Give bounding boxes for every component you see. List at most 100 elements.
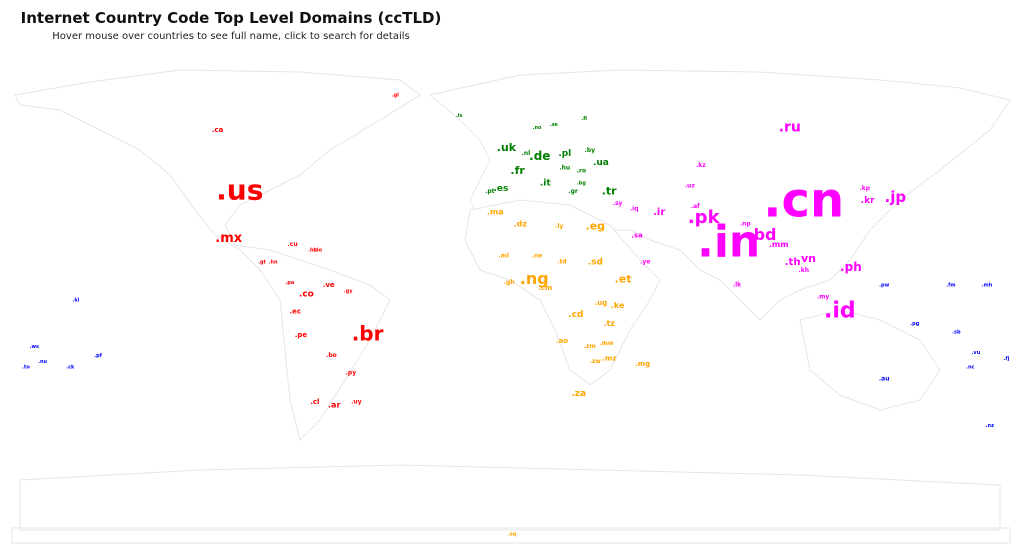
tld-label-mg[interactable]: .mg (635, 360, 650, 368)
tld-label-pg[interactable]: .pg (910, 321, 919, 327)
tld-label-ca[interactable]: .ca (212, 126, 224, 134)
tld-label-is[interactable]: .is (456, 113, 463, 119)
tld-label-fj[interactable]: .fj (1004, 356, 1010, 362)
tld-label-gy[interactable]: .gy (344, 289, 353, 295)
tld-label-pw[interactable]: .pw (879, 283, 889, 289)
tld-label-lk[interactable]: .lk (733, 282, 742, 289)
tld-label-bg[interactable]: .bg (577, 180, 586, 186)
tld-label-cm[interactable]: .cm (538, 284, 552, 292)
tld-label-ua[interactable]: .ua (593, 158, 609, 168)
tld-label-sy[interactable]: .sy (613, 200, 623, 207)
tld-label-mw[interactable]: .mw (599, 340, 614, 347)
tld-label-bd[interactable]: .bd (748, 225, 777, 244)
tld-label-co[interactable]: .co (299, 290, 314, 300)
tld-label-kz[interactable]: .kz (696, 162, 706, 169)
tld-label-uz[interactable]: .uz (685, 182, 696, 189)
tld-label-mh[interactable]: .mh (982, 283, 993, 289)
tld-label-nl[interactable]: .nl (522, 150, 531, 157)
tld-label-ph[interactable]: .ph (840, 260, 862, 274)
tld-label-sd[interactable]: .sd (588, 257, 603, 267)
tld-label-uk[interactable]: .uk (497, 141, 517, 154)
tld-label-ao[interactable]: .ao (556, 337, 568, 345)
tld-label-fm[interactable]: .fm (946, 283, 955, 289)
tld-label-pl[interactable]: .pl (558, 149, 571, 159)
tld-label-nc[interactable]: .nc (966, 365, 974, 371)
tld-label-ar[interactable]: .ar (328, 401, 340, 410)
tld-label-vn[interactable]: .vn (797, 252, 816, 265)
tld-label-tr[interactable]: .tr (602, 185, 617, 198)
tld-label-ki[interactable]: .ki (72, 297, 79, 303)
tld-label-br[interactable]: .br (352, 321, 384, 345)
tld-label-ml[interactable]: .ml (498, 253, 509, 260)
tld-label-af[interactable]: .af (691, 203, 700, 210)
tld-label-by[interactable]: .by (585, 147, 596, 154)
tld-label-to[interactable]: .to (22, 365, 30, 371)
tld-label-bo[interactable]: .bo (326, 352, 337, 359)
tld-label-ws[interactable]: .ws (29, 344, 39, 350)
tld-label-ug[interactable]: .ug (595, 299, 608, 307)
tld-label-pt[interactable]: .pt (485, 188, 495, 195)
tld-label-it[interactable]: .it (540, 178, 552, 188)
tld-label-dz[interactable]: .dz (514, 219, 528, 228)
tld-label-nz[interactable]: .nz (986, 423, 994, 429)
tld-label-tz[interactable]: .tz (603, 319, 615, 328)
tld-label-py[interactable]: .py (346, 370, 357, 377)
tld-label-ng[interactable]: .ng (520, 269, 549, 288)
tld-label-ne[interactable]: .ne (532, 253, 543, 260)
tld-label-sa[interactable]: .sa (631, 232, 643, 240)
tld-label-mx[interactable]: .mx (215, 231, 242, 246)
tld-label-no[interactable]: .no (533, 125, 542, 131)
tld-label-mm[interactable]: .mm (769, 240, 789, 249)
tld-label-ec[interactable]: .ec (290, 308, 302, 316)
tld-label-hn[interactable]: .hn (269, 259, 278, 265)
tld-label-us[interactable]: .us (216, 174, 263, 207)
tld-label-aq[interactable]: .aq (508, 531, 517, 537)
tld-label-kp[interactable]: .kp (860, 185, 871, 192)
tld-label-th[interactable]: .th (785, 257, 801, 268)
tld-label-ke[interactable]: .ke (611, 301, 625, 310)
tld-label-kr[interactable]: .kr (861, 196, 875, 206)
tld-label-fi[interactable]: .fi (581, 116, 587, 122)
tld-label-nu[interactable]: .nu (38, 359, 47, 365)
tld-label-mz[interactable]: .mz (602, 354, 616, 362)
tld-label-kh[interactable]: .kh (798, 267, 809, 274)
tld-label-gr[interactable]: .gr (568, 188, 578, 195)
tld-label-et[interactable]: .et (615, 272, 632, 285)
tld-label-ma[interactable]: .ma (487, 208, 504, 217)
tld-label-np[interactable]: .np (740, 220, 752, 227)
tld-label-cu[interactable]: .cu (288, 241, 298, 248)
tld-label-hu[interactable]: .hu (559, 165, 570, 172)
tld-label-gh[interactable]: .gh (504, 279, 515, 286)
tld-label-ve[interactable]: .ve (323, 281, 335, 289)
tld-label-pe[interactable]: .pe (295, 331, 308, 339)
tld-label-zw[interactable]: .zw (590, 358, 602, 365)
tld-label-eg[interactable]: .eg (586, 220, 606, 233)
tld-label-es[interactable]: .es (493, 184, 508, 194)
tld-label-ck[interactable]: .ck (66, 365, 75, 371)
tld-label-jp[interactable]: .jp (885, 188, 907, 206)
tld-label-pa[interactable]: .pa (285, 280, 294, 286)
tld-label-gt[interactable]: .gt (258, 259, 266, 265)
tld-label-ru[interactable]: .ru (779, 119, 801, 135)
tld-label-ye[interactable]: .ye (640, 258, 650, 265)
tld-label-iq[interactable]: .iq (630, 206, 639, 213)
tld-label-au[interactable]: .au (879, 375, 890, 382)
tld-label-za[interactable]: .za (571, 389, 586, 399)
tld-label-in[interactable]: .in (697, 216, 760, 267)
tld-label-gl[interactable]: .gl (392, 93, 399, 99)
tld-label-ro[interactable]: .ro (577, 168, 586, 175)
tld-label-my[interactable]: .my (817, 293, 830, 300)
tld-label-id[interactable]: .id (824, 299, 856, 324)
tld-label-zm[interactable]: .zm (584, 343, 596, 350)
tld-label-td[interactable]: .td (557, 258, 566, 265)
tld-label-fr[interactable]: .fr (510, 164, 525, 177)
tld-label-vu[interactable]: .vu (972, 350, 981, 356)
tld-label-de[interactable]: .de (529, 149, 550, 163)
tld-label-ht[interactable]: .ht (308, 248, 316, 254)
tld-label-do[interactable]: .do (313, 248, 322, 254)
tld-label-pk[interactable]: .pk (688, 207, 721, 228)
tld-label-cn[interactable]: .cn (763, 172, 844, 228)
tld-label-uy[interactable]: .uy (351, 399, 362, 406)
tld-label-se[interactable]: .se (550, 122, 559, 128)
tld-label-cl[interactable]: .cl (310, 398, 319, 406)
